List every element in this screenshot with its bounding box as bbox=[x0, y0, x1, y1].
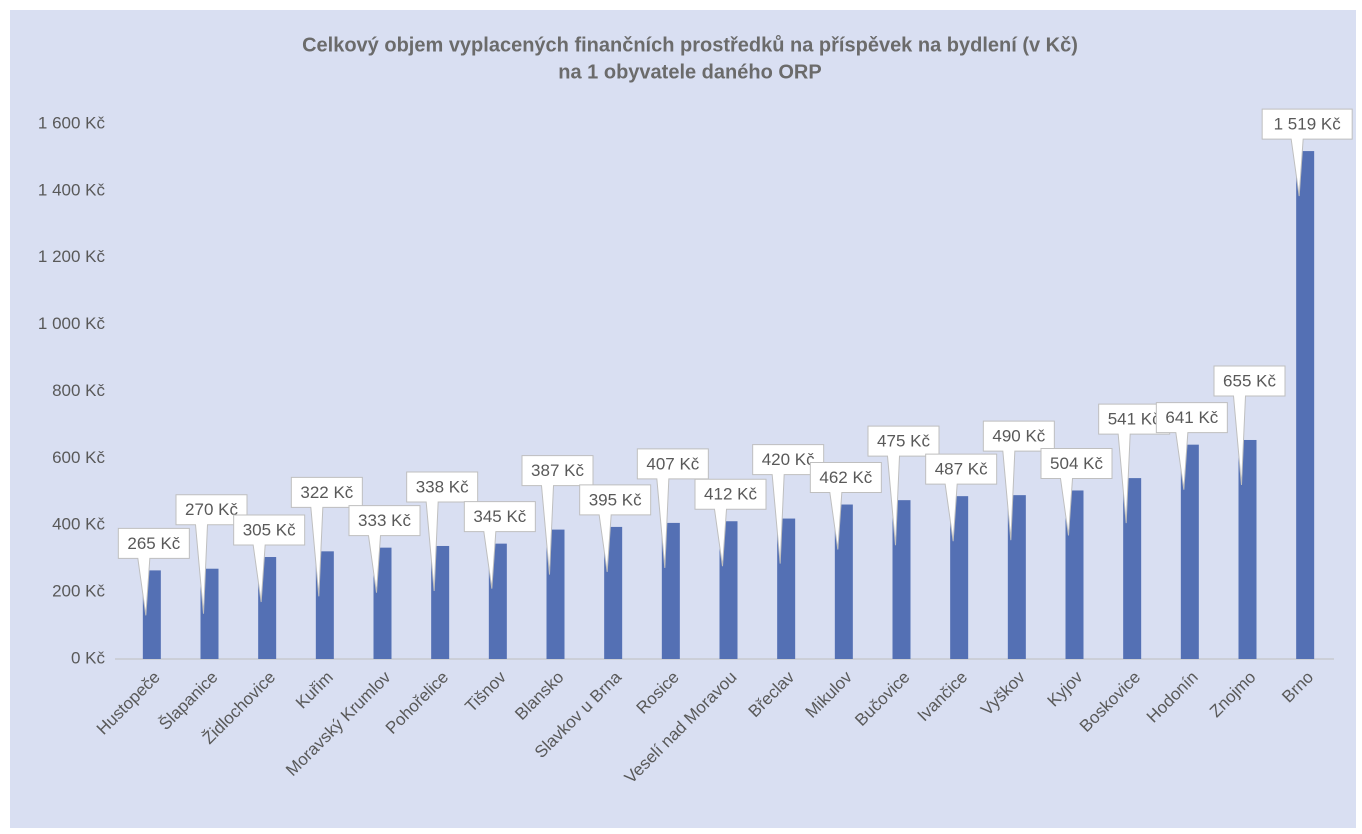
data-label-callout bbox=[1155, 402, 1228, 490]
data-label: 322 Kč bbox=[300, 483, 353, 502]
y-tick-label: 200 Kč bbox=[52, 582, 105, 601]
data-label-callout bbox=[348, 505, 421, 593]
data-label: 504 Kč bbox=[1050, 454, 1103, 473]
data-label-callout bbox=[117, 527, 190, 616]
data-label: 305 Kč bbox=[243, 521, 296, 540]
y-tick-label: 0 Kč bbox=[71, 648, 106, 667]
data-label: 338 Kč bbox=[416, 477, 469, 496]
data-label-callout bbox=[1213, 365, 1286, 486]
data-label-callout bbox=[233, 514, 306, 603]
y-tick-label: 1 000 Kč bbox=[38, 314, 106, 333]
data-label-callout bbox=[925, 453, 998, 542]
bar bbox=[1296, 151, 1315, 659]
data-label: 641 Kč bbox=[1165, 408, 1218, 427]
data-label-callout bbox=[752, 444, 825, 564]
data-label-callout bbox=[463, 501, 536, 589]
data-label-callout bbox=[1261, 108, 1353, 197]
data-label: 655 Kč bbox=[1223, 371, 1276, 390]
data-label: 270 Kč bbox=[185, 500, 238, 519]
data-label-callout bbox=[521, 455, 594, 575]
y-tick-label: 1 200 Kč bbox=[38, 247, 106, 266]
data-label-callout bbox=[982, 420, 1055, 541]
data-label-callout bbox=[636, 448, 709, 568]
data-label-callout bbox=[694, 478, 767, 567]
bar bbox=[777, 518, 796, 659]
y-tick-label: 1 600 Kč bbox=[38, 113, 106, 132]
chart-subtitle: na 1 obyvatele daného ORP bbox=[558, 61, 821, 83]
data-label: 412 Kč bbox=[704, 485, 757, 504]
bar bbox=[315, 551, 334, 659]
data-label: 1 519 Kč bbox=[1274, 115, 1342, 134]
bar bbox=[546, 529, 565, 659]
bar bbox=[1238, 439, 1257, 659]
y-tick-label: 800 Kč bbox=[52, 381, 105, 400]
data-label: 333 Kč bbox=[358, 511, 411, 530]
bar bbox=[661, 522, 680, 659]
bar bbox=[604, 526, 623, 659]
y-tick-label: 400 Kč bbox=[52, 515, 105, 534]
data-label-callout bbox=[175, 494, 248, 614]
data-label: 265 Kč bbox=[127, 534, 180, 553]
bar bbox=[892, 500, 911, 659]
data-label: 387 Kč bbox=[531, 461, 584, 480]
data-label: 462 Kč bbox=[819, 468, 872, 487]
bar bbox=[834, 504, 853, 659]
chart-title: Celkový objem vyplacených finančních pro… bbox=[302, 34, 1078, 56]
bar bbox=[1007, 495, 1026, 659]
bar bbox=[719, 521, 738, 659]
bar bbox=[1123, 478, 1142, 659]
data-label-callout bbox=[809, 462, 882, 550]
data-label: 490 Kč bbox=[992, 427, 1045, 446]
data-label-callout bbox=[1040, 447, 1113, 536]
data-label: 407 Kč bbox=[646, 454, 699, 473]
bar bbox=[1180, 444, 1199, 659]
data-label-callout bbox=[406, 471, 479, 592]
data-label: 345 Kč bbox=[473, 507, 526, 526]
bar bbox=[1065, 490, 1084, 659]
data-label: 420 Kč bbox=[762, 450, 815, 469]
data-label: 487 Kč bbox=[935, 460, 988, 479]
bar bbox=[950, 496, 969, 659]
y-tick-label: 1 400 Kč bbox=[38, 180, 106, 199]
data-label: 395 Kč bbox=[589, 490, 642, 509]
data-label-callout bbox=[867, 425, 940, 546]
data-label-callout bbox=[579, 484, 652, 572]
data-label: 475 Kč bbox=[877, 432, 930, 451]
data-label: 541 Kč bbox=[1108, 410, 1161, 429]
bar bbox=[431, 545, 450, 659]
y-tick-label: 600 Kč bbox=[52, 448, 105, 467]
data-label-callout bbox=[290, 476, 363, 597]
